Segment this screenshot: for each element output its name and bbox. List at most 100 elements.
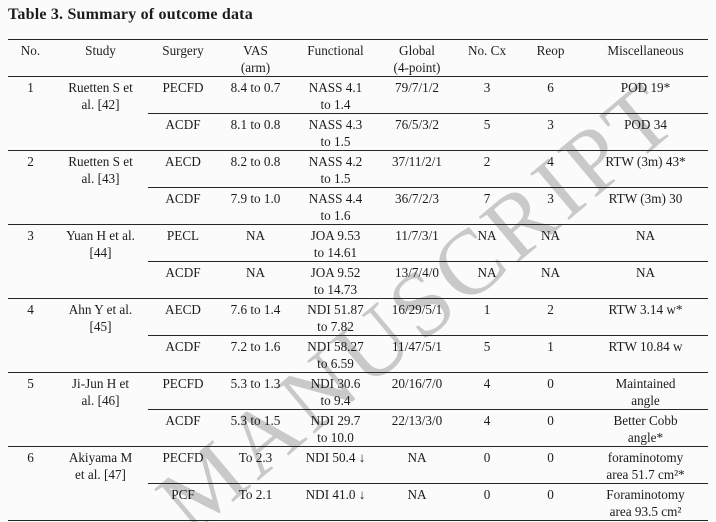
cell-no: 3 [8, 224, 53, 299]
cell-study: Ahn Y et al. [45] [53, 298, 148, 373]
table-row: ACDF 7.2 to 1.6 NDI 58.27 to 6.59 11/47/… [8, 335, 708, 373]
cell-cx: 7 [456, 187, 518, 225]
cell-reop: 0 [518, 372, 583, 410]
column-header-surgery: Surgery [148, 39, 218, 77]
cell-surgery: ACDF [148, 187, 218, 225]
cell-surgery: PECFD [148, 372, 218, 410]
column-header-cx: No. Cx [456, 39, 518, 77]
cell-global: 11/47/5/1 [378, 335, 456, 373]
column-header-reop: Reop [518, 39, 583, 77]
cell-vas: To 2.3 [218, 446, 293, 484]
cell-reop: 2 [518, 298, 583, 336]
cell-functional: JOA 9.53 to 14.61 [293, 224, 378, 262]
cell-vas: NA [218, 224, 293, 262]
cell-reop: 3 [518, 187, 583, 225]
cell-cx: 5 [456, 113, 518, 151]
cell-surgery: PECFD [148, 446, 218, 484]
header-row: No. Study Surgery VAS (arm) Functional G… [8, 39, 708, 77]
table-content: Table 3. Summary of outcome data No. Stu… [0, 6, 716, 521]
cell-functional: NDI 51.87 to 7.82 [293, 298, 378, 336]
cell-miscellaneous: POD 34 [583, 113, 708, 151]
cell-cx: 2 [456, 150, 518, 188]
table-row: ACDF 8.1 to 0.8 NASS 4.3 to 1.5 76/5/3/2… [8, 113, 708, 151]
table-row: 6 Akiyama M et al. [47] PECFD To 2.3 NDI… [8, 446, 708, 521]
cell-miscellaneous: Better Cobb angle* [583, 409, 708, 447]
cell-no: 6 [8, 446, 53, 521]
cell-cx: 0 [456, 446, 518, 484]
table-row: 5 Ji-Jun H et al. [46] PECFD 5.3 to 1.3 … [8, 372, 708, 447]
column-header-global: Global (4-point) [378, 39, 456, 77]
cell-cx: 3 [456, 76, 518, 114]
cell-vas: 5.3 to 1.5 [218, 409, 293, 447]
cell-study: Yuan H et al. [44] [53, 224, 148, 299]
cell-global: 76/5/3/2 [378, 113, 456, 151]
cell-global: NA [378, 483, 456, 521]
cell-cx: NA [456, 261, 518, 299]
cell-global: 79/7/1/2 [378, 76, 456, 114]
table-row: ACDF 7.9 to 1.0 NASS 4.4 to 1.6 36/7/2/3… [8, 187, 708, 225]
cell-reop: 0 [518, 483, 583, 521]
cell-global: NA [378, 446, 456, 484]
cell-global: 11/7/3/1 [378, 224, 456, 262]
cell-miscellaneous: NA [583, 261, 708, 299]
cell-global: 16/29/5/1 [378, 298, 456, 336]
cell-no: 1 [8, 76, 53, 151]
table-row: ACDF 5.3 to 1.5 NDI 29.7 to 10.0 22/13/3… [8, 409, 708, 447]
cell-vas: 7.2 to 1.6 [218, 335, 293, 373]
cell-functional: JOA 9.52 to 14.73 [293, 261, 378, 299]
cell-reop: 4 [518, 150, 583, 188]
table-row: PCF To 2.1 NDI 41.0 ↓ NA 0 0 Foraminotom… [8, 483, 708, 521]
cell-study: Akiyama M et al. [47] [53, 446, 148, 521]
cell-miscellaneous: Maintained angle [583, 372, 708, 410]
cell-surgery: AECD [148, 298, 218, 336]
cell-miscellaneous: Foraminotomy area 93.5 cm² [583, 483, 708, 521]
table-row: ACDF NA JOA 9.52 to 14.73 13/7/4/0 NA NA… [8, 261, 708, 299]
cell-vas: NA [218, 261, 293, 299]
cell-miscellaneous: RTW (3m) 43* [583, 150, 708, 188]
cell-functional: NASS 4.4 to 1.6 [293, 187, 378, 225]
table-row: 3 Yuan H et al. [44] PECL NA JOA 9.53 to… [8, 224, 708, 299]
cell-surgery: AECD [148, 150, 218, 188]
cell-cx: 4 [456, 409, 518, 447]
cell-study: Ji-Jun H et al. [46] [53, 372, 148, 447]
cell-reop: 3 [518, 113, 583, 151]
cell-vas: 7.9 to 1.0 [218, 187, 293, 225]
cell-reop: NA [518, 261, 583, 299]
cell-miscellaneous: foraminotomy area 51.7 cm²* [583, 446, 708, 484]
study-group-6: 6 Akiyama M et al. [47] PECFD To 2.3 NDI… [8, 446, 708, 521]
column-header-vas: VAS (arm) [218, 39, 293, 77]
table-title: Table 3. Summary of outcome data [8, 6, 253, 23]
cell-cx: 0 [456, 483, 518, 521]
cell-global: 37/11/2/1 [378, 150, 456, 188]
table-row: 4 Ahn Y et al. [45] AECD 7.6 to 1.4 NDI … [8, 298, 708, 373]
cell-vas: 5.3 to 1.3 [218, 372, 293, 410]
study-group-1: 1 Ruetten S et al. [42] PECFD 8.4 to 0.7… [8, 76, 708, 151]
cell-vas: 8.1 to 0.8 [218, 113, 293, 151]
cell-vas: 8.2 to 0.8 [218, 150, 293, 188]
cell-reop: 6 [518, 76, 583, 114]
cell-cx: 4 [456, 372, 518, 410]
cell-reop: NA [518, 224, 583, 262]
cell-reop: 0 [518, 446, 583, 484]
cell-global: 13/7/4/0 [378, 261, 456, 299]
cell-study: Ruetten S et al. [42] [53, 76, 148, 151]
cell-cx: 1 [456, 298, 518, 336]
cell-functional: NDI 30.6 to 9.4 [293, 372, 378, 410]
cell-global: 22/13/3/0 [378, 409, 456, 447]
cell-no: 5 [8, 372, 53, 447]
column-header-study: Study [53, 39, 148, 77]
cell-cx: NA [456, 224, 518, 262]
cell-surgery: ACDF [148, 335, 218, 373]
study-group-3: 3 Yuan H et al. [44] PECL NA JOA 9.53 to… [8, 224, 708, 299]
cell-functional: NDI 41.0 ↓ [293, 483, 378, 521]
cell-functional: NASS 4.1 to 1.4 [293, 76, 378, 114]
cell-functional: NDI 58.27 to 6.59 [293, 335, 378, 373]
cell-global: 20/16/7/0 [378, 372, 456, 410]
cell-miscellaneous: RTW (3m) 30 [583, 187, 708, 225]
cell-reop: 1 [518, 335, 583, 373]
study-group-2: 2 Ruetten S et al. [43] AECD 8.2 to 0.8 … [8, 150, 708, 225]
cell-study: Ruetten S et al. [43] [53, 150, 148, 225]
table-row: 2 Ruetten S et al. [43] AECD 8.2 to 0.8 … [8, 150, 708, 225]
table-header: No. Study Surgery VAS (arm) Functional G… [8, 39, 708, 77]
